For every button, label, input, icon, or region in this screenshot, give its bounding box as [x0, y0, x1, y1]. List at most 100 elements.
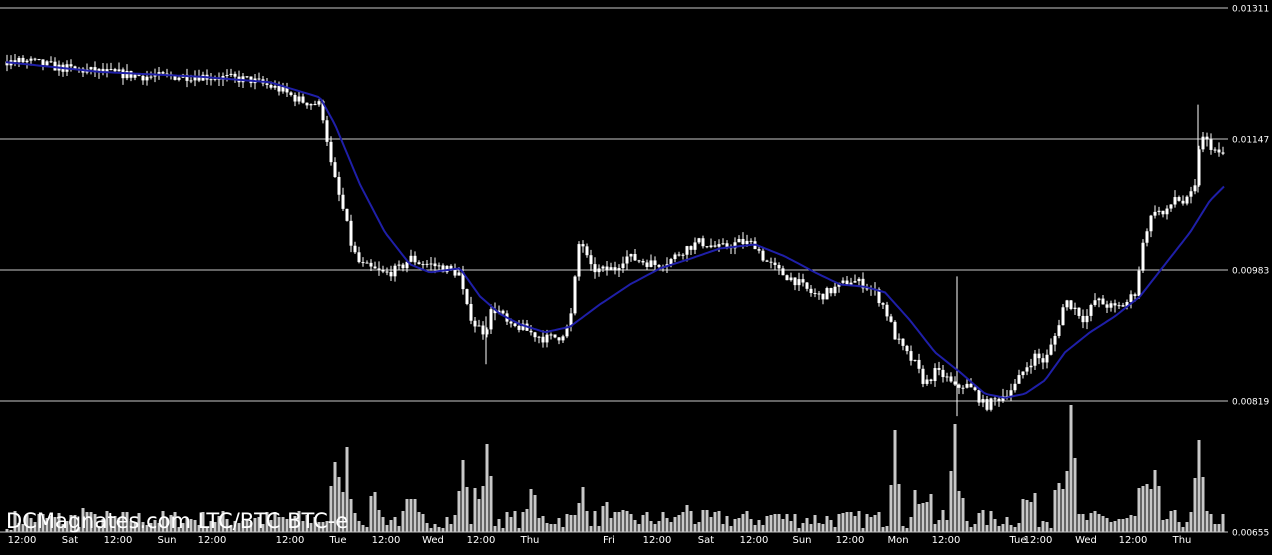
y-axis: 0.00655 0.00819 0.00983 0.01147 0.01311	[1232, 5, 1269, 539]
volume-bar	[761, 525, 765, 532]
volume-bar	[1025, 500, 1029, 532]
volume-bar	[229, 525, 233, 532]
volume-bar	[549, 524, 553, 532]
candle-body	[1041, 358, 1045, 363]
candle-body	[289, 92, 293, 95]
volume-bar	[45, 518, 49, 532]
volume-bar	[869, 517, 873, 532]
volume-bar	[337, 477, 341, 532]
candle-body	[413, 255, 417, 263]
volume-bar	[937, 520, 941, 532]
candle-body	[449, 265, 453, 270]
volume-bar	[1057, 483, 1061, 532]
candle-body	[1113, 303, 1117, 306]
candle-body	[989, 398, 993, 410]
candle-body	[733, 242, 737, 249]
candle-body	[341, 194, 345, 209]
volume-bar	[909, 517, 913, 532]
candle-body	[909, 351, 913, 361]
volume-bar	[417, 512, 421, 532]
volume-bar	[857, 511, 861, 532]
volume-bar	[189, 519, 193, 532]
volume-bar	[69, 515, 73, 532]
volume-bar	[1017, 523, 1021, 532]
candle-body	[693, 242, 697, 250]
volume-bar	[137, 513, 141, 532]
candle-body	[773, 262, 777, 265]
candle-body	[401, 264, 405, 269]
candle-body	[713, 245, 717, 247]
candle-body	[933, 368, 937, 382]
x-tick-label: 12:00	[740, 535, 769, 546]
volume-bar	[1133, 516, 1137, 532]
volume-bar	[365, 527, 369, 532]
volume-bar	[89, 512, 93, 532]
candle-body	[149, 76, 153, 78]
x-tick-label: 12:00	[198, 535, 227, 546]
volume-bar	[949, 471, 953, 532]
candle-body	[841, 280, 845, 283]
volume-bar	[169, 515, 173, 532]
candle-body	[1065, 300, 1069, 308]
candle-body	[761, 250, 765, 261]
volume-bar	[721, 524, 725, 532]
volume-bar	[941, 510, 945, 532]
candle-body	[137, 74, 141, 76]
candle-body	[33, 58, 37, 60]
volume-bar	[145, 525, 149, 532]
volume-bar	[409, 499, 413, 532]
volume-bar	[537, 518, 541, 532]
volume-bar	[1085, 520, 1089, 532]
volume-bar	[749, 519, 753, 532]
volume-bar	[1173, 510, 1177, 532]
candle-body	[945, 376, 949, 378]
y-tick-label: 0.00983	[1232, 267, 1269, 277]
volume-bar	[149, 523, 153, 532]
y-tick-label: 0.01311	[1232, 5, 1269, 15]
candle-body	[101, 68, 105, 73]
candle-body	[925, 379, 929, 384]
candle-body	[93, 67, 97, 73]
volume-bar	[849, 512, 853, 532]
candle-body	[333, 162, 337, 178]
candle-body	[1141, 242, 1145, 271]
volume-bar	[325, 521, 329, 532]
candle-body	[233, 73, 237, 77]
candle-body	[585, 246, 589, 256]
volume-bar	[225, 519, 229, 532]
candle-body	[577, 244, 581, 277]
volume-bar	[617, 512, 621, 532]
candle-body	[465, 289, 469, 304]
volume-bar	[13, 511, 17, 532]
volume-bar	[673, 517, 677, 532]
candle-body	[1025, 367, 1029, 372]
volume-bar	[1177, 522, 1181, 532]
volume-bar	[837, 514, 841, 532]
volume-bar	[361, 525, 365, 532]
candle-body	[709, 245, 713, 248]
volume-bar	[701, 510, 705, 532]
candle-body	[353, 245, 357, 253]
candle-body	[633, 254, 637, 261]
volume-bar	[245, 520, 249, 532]
candle-body	[37, 58, 41, 60]
volume-bar	[609, 518, 613, 532]
candle-body	[409, 255, 413, 262]
candle-body	[177, 77, 181, 80]
volume-bar	[649, 521, 653, 532]
volume-bar	[741, 514, 745, 532]
x-tick-label: Sat	[62, 535, 78, 546]
candle-body	[125, 70, 129, 79]
volume-bar	[281, 517, 285, 532]
volume-bar	[913, 490, 917, 532]
volume-bar	[629, 514, 633, 532]
volume-bar	[237, 523, 241, 532]
x-tick-label: Thu	[1172, 535, 1192, 546]
volume-bar	[509, 517, 513, 532]
volume-bar	[413, 499, 417, 532]
volume-bar	[1021, 499, 1025, 532]
candle-body	[993, 398, 997, 400]
volume-bar	[1149, 489, 1153, 532]
volume-bar	[1205, 511, 1209, 532]
candle-body	[509, 321, 513, 324]
